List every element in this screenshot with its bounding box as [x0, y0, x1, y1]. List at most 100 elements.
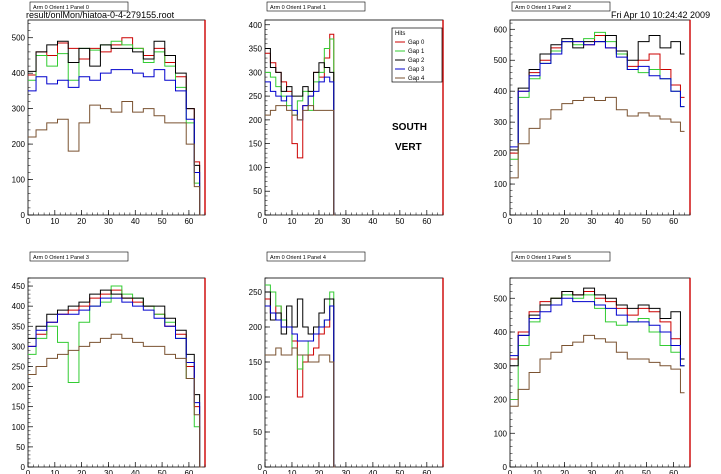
panel-0: Arm 0 Orient 1 Panel 0 0 100 200 300 400 500 0 1… [12, 1, 206, 226]
x-tick-label: 0 [26, 217, 31, 226]
y-tick-label: 200 [494, 396, 508, 405]
series-line-1 [28, 40, 203, 216]
series-line-4 [510, 96, 685, 179]
y-tick-label: 200 [249, 116, 263, 125]
y-tick-label: 150 [249, 140, 263, 149]
y-tick-label: 100 [494, 429, 508, 438]
x-tick-label: 0 [263, 469, 268, 474]
series-line-4 [28, 333, 203, 468]
x-tick-label: 10 [50, 469, 59, 474]
x-tick-label: 20 [560, 217, 569, 226]
timestamp-label: Fri Apr 10 10:24:42 2009 [611, 10, 711, 20]
y-tick-label: 450 [12, 282, 26, 291]
legend-entry-0: Gap 0 [408, 40, 425, 46]
x-tick-label: 10 [50, 217, 59, 226]
series-line-4 [28, 101, 203, 216]
plot-frame [27, 277, 206, 468]
y-tick-label: 150 [12, 403, 26, 412]
series-line-4 [265, 105, 336, 216]
panel-title-box [29, 251, 129, 262]
series-line-1 [28, 285, 203, 468]
panel-title-box [29, 1, 129, 12]
series-line-3 [265, 305, 336, 468]
x-tick-label: 0 [263, 217, 268, 226]
panel-title: Arm 0 Orient 1 Panel 2 [515, 5, 571, 11]
panel-2: Arm 0 Orient 1 Panel 2010020030040050060… [494, 1, 691, 226]
y-tick-label: 350 [249, 45, 263, 54]
series-line-0 [28, 37, 203, 216]
panel-title: Arm 0 Orient 1 Panel 4 [270, 255, 326, 261]
x-tick-label: 50 [395, 217, 404, 226]
y-tick-label: 500 [12, 34, 26, 43]
series-line-1 [510, 294, 685, 400]
series-line-4 [510, 334, 685, 407]
overlay-vert-label: VERT [395, 142, 422, 153]
series-line-3 [510, 297, 685, 367]
legend-entry-1: Gap 1 [408, 49, 425, 55]
x-tick-label: 0 [508, 469, 513, 474]
y-tick-label: 400 [249, 21, 263, 30]
series-line-3 [510, 41, 685, 148]
y-tick-label: 0 [21, 463, 26, 472]
y-tick-label: 0 [258, 211, 263, 220]
series-line-2 [510, 287, 685, 367]
y-tick-label: 500 [494, 56, 508, 65]
x-tick-label: 20 [314, 469, 323, 474]
legend-box [391, 27, 443, 83]
x-tick-label: 50 [158, 217, 167, 226]
y-tick-label: 100 [12, 423, 26, 432]
x-tick-label: 60 [669, 217, 678, 226]
x-tick-label: 60 [184, 217, 193, 226]
x-tick-label: 20 [314, 217, 323, 226]
legend-entry-3: Gap 3 [408, 67, 425, 73]
series-line-2 [28, 289, 203, 468]
y-tick-label: 400 [494, 328, 508, 337]
y-tick-label: 0 [503, 463, 508, 472]
panel-title: Arm 0 Orient 1 Panel 0 [33, 5, 89, 11]
x-tick-label: 20 [560, 469, 569, 474]
x-tick-label: 40 [131, 217, 140, 226]
panel-title: Arm 0 Orient 1 Panel 5 [515, 255, 571, 261]
y-tick-label: 200 [12, 140, 26, 149]
y-tick-label: 250 [249, 288, 263, 297]
x-tick-label: 40 [131, 469, 140, 474]
y-tick-label: 350 [12, 322, 26, 331]
y-tick-label: 300 [12, 105, 26, 114]
overlay-south-label: SOUTH [392, 122, 427, 133]
y-tick-label: 50 [253, 428, 262, 437]
series-line-0 [510, 34, 685, 154]
y-tick-label: 200 [12, 383, 26, 392]
x-tick-label: 30 [341, 469, 350, 474]
x-tick-label: 10 [533, 217, 542, 226]
plot-frame [509, 19, 691, 216]
series-line-1 [510, 31, 685, 160]
y-tick-label: 300 [249, 68, 263, 77]
legend-entry-2: Gap 2 [408, 58, 425, 64]
panel-1: Arm 0 Orient 1 Panel 1050100150200250300… [249, 1, 444, 226]
x-tick-label: 20 [77, 469, 86, 474]
x-tick-label: 30 [587, 217, 596, 226]
x-tick-label: 60 [669, 469, 678, 474]
y-tick-label: 50 [253, 187, 262, 196]
legend-title: Hits [395, 31, 405, 37]
x-tick-label: 30 [341, 217, 350, 226]
series-line-3 [28, 297, 203, 468]
y-tick-label: 0 [21, 211, 26, 220]
plot-frame [27, 19, 206, 216]
x-tick-label: 20 [77, 217, 86, 226]
x-tick-label: 50 [642, 217, 651, 226]
y-tick-label: 300 [494, 362, 508, 371]
x-tick-label: 10 [288, 469, 297, 474]
series-line-4 [265, 347, 336, 468]
panel-title-box [511, 1, 611, 12]
panel-5: Arm 0 Orient 1 Panel 5 0 100 200 300 400 500 0 1… [494, 251, 691, 474]
x-tick-label: 50 [642, 469, 651, 474]
file-path-label: result/onlMon/hiatoa-0-4-279155.root [26, 10, 175, 20]
x-tick-label: 40 [368, 469, 377, 474]
x-tick-label: 30 [104, 469, 113, 474]
panel-3: Arm 0 Orient 1 Panel 3050100150200250300… [12, 251, 206, 474]
series-line-2 [510, 34, 685, 151]
y-tick-label: 600 [494, 25, 508, 34]
x-tick-label: 30 [104, 217, 113, 226]
